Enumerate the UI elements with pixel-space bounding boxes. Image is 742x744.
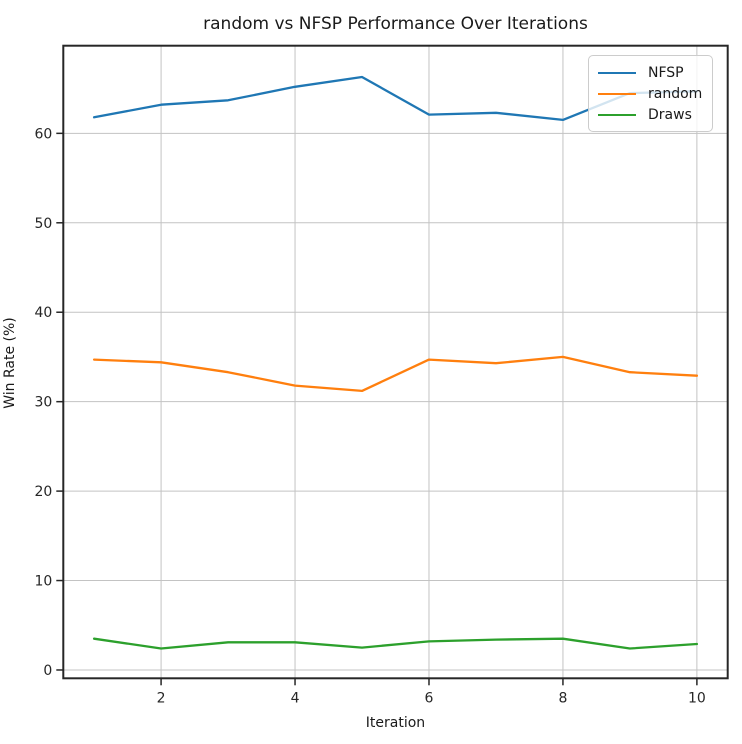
y-tick-label: 40 [34,305,52,321]
draws-line [92,637,699,650]
chart-title: random vs NFSP Performance Over Iteratio… [203,14,588,34]
axes-spines [62,44,729,680]
legend: NFSP random Draws [588,55,713,132]
legend-label: random [648,85,703,102]
legend-label: NFSP [648,64,684,81]
x-tick-label: 8 [558,690,567,706]
x-tick-label: 10 [688,690,706,706]
random-line [92,355,699,393]
y-tick-label: 0 [43,663,52,679]
y-tick-label: 20 [34,484,52,500]
legend-item-random: random [598,83,702,104]
x-tick-label: 4 [291,690,300,706]
x-tick-label: 6 [425,690,434,706]
legend-swatch-nfsp [598,71,636,74]
legend-item-draws: Draws [598,104,702,125]
y-tick-label: 30 [34,395,52,411]
x-tick-label: 2 [157,690,166,706]
legend-item-nfsp: NFSP [598,62,702,83]
legend-label: Draws [648,106,692,123]
legend-swatch-draws [598,113,636,116]
y-tick-label: 10 [34,574,52,590]
legend-swatch-random [598,92,636,95]
y-axis-label: Win Rate (%) [2,317,18,409]
x-axis-label: Iteration [365,715,426,731]
y-tick-label: 60 [34,126,52,142]
y-tick-label: 50 [34,216,52,232]
